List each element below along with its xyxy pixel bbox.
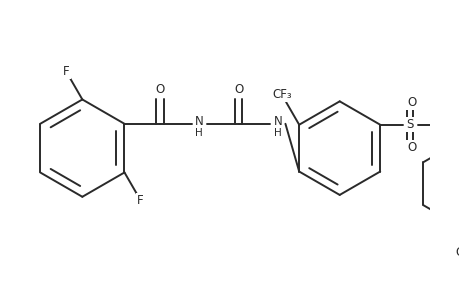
Text: F: F	[63, 65, 70, 78]
Text: O: O	[155, 83, 164, 96]
Text: N: N	[195, 116, 203, 128]
Text: O: O	[234, 83, 243, 96]
Text: S: S	[406, 118, 413, 131]
Text: Cl: Cl	[454, 246, 459, 260]
Text: O: O	[407, 96, 416, 109]
Text: H: H	[195, 128, 203, 138]
Text: H: H	[274, 128, 281, 138]
Text: CF₃: CF₃	[272, 88, 291, 101]
Text: F: F	[137, 194, 143, 207]
Text: N: N	[273, 116, 282, 128]
Text: O: O	[407, 141, 416, 154]
